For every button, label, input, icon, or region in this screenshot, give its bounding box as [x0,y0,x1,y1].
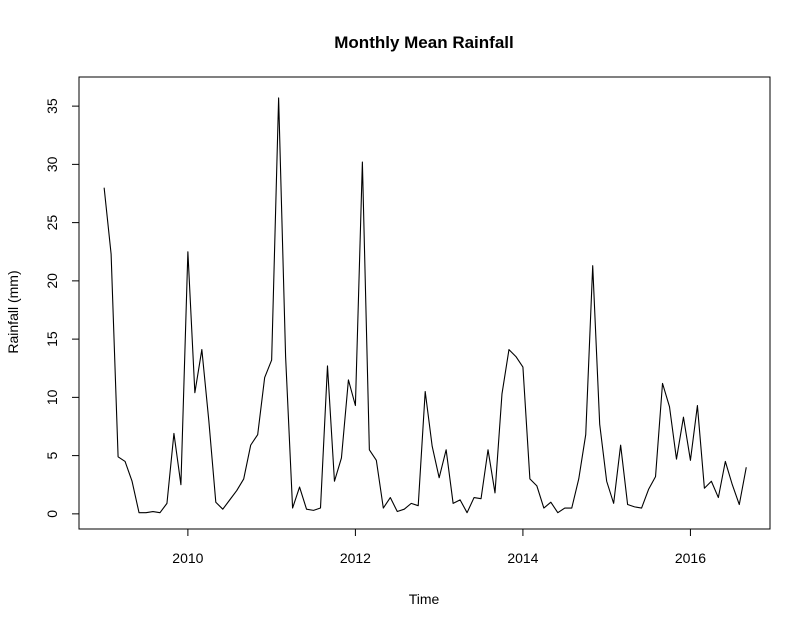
y-axis-label: Rainfall (mm) [5,270,21,353]
y-tick-label: 15 [44,331,60,347]
y-tick-label: 0 [44,510,60,518]
y-tick-label: 25 [44,215,60,231]
series-line [103,97,747,514]
chart-title: Monthly Mean Rainfall [334,33,513,52]
y-tick-label: 5 [44,452,60,460]
y-tick-label: 30 [44,156,60,172]
x-tick-label: 2014 [507,550,538,566]
y-tick-label: 10 [44,389,60,405]
x-tick-label: 2016 [675,550,706,566]
x-tick-label: 2012 [340,550,371,566]
x-axis: 2010 2012 2014 2016 [172,528,706,566]
y-tick-label: 35 [44,98,60,114]
x-axis-label: Time [409,591,440,607]
x-tick-label: 2010 [172,550,203,566]
y-axis: 0 5 10 15 20 25 30 35 [44,98,80,518]
y-tick-label: 20 [44,273,60,289]
